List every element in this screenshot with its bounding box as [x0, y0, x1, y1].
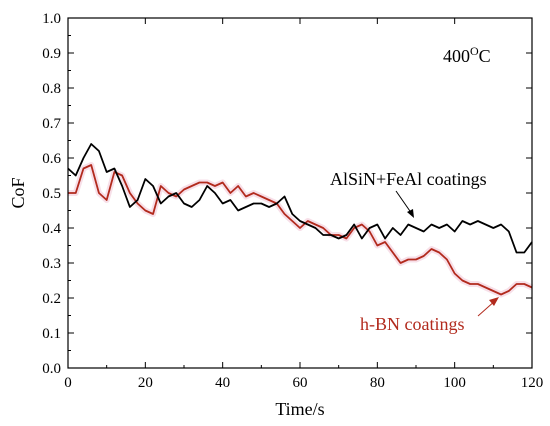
y-tick-label: 1.0	[42, 11, 61, 27]
series-line-hbn	[68, 164, 533, 296]
x-tick-label: 80	[370, 375, 385, 391]
temperature-unit: C	[479, 46, 491, 66]
y-tick-label: 0.0	[42, 361, 61, 377]
x-tick-label: 0	[64, 375, 72, 391]
plot-frame	[67, 17, 533, 369]
x-tick-label: 40	[215, 375, 230, 391]
legend-arrow-alsin-feal	[395, 190, 413, 215]
x-axis-label: Time/s	[275, 399, 324, 419]
series-line-alsin-feal	[67, 143, 533, 254]
x-tick-label: 120	[521, 375, 544, 391]
y-tick-label: 0.3	[42, 256, 61, 272]
x-tick-label: 20	[138, 375, 153, 391]
y-tick-label: 0.8	[42, 81, 61, 97]
legend-label-alsin-feal: AlSiN+FeAl coatings	[330, 169, 487, 189]
legend-arrowhead-alsin-feal	[407, 209, 414, 218]
legend-label-hbn: h-BN coatings	[360, 314, 464, 334]
y-tick-label: 0.7	[42, 116, 61, 132]
series-layer	[67, 143, 534, 298]
y-axis-label: CoF	[8, 177, 28, 208]
y-tick-label: 0.9	[42, 46, 61, 62]
y-tick-label: 0.1	[42, 326, 61, 342]
x-tick-label: 60	[293, 375, 308, 391]
y-tick-label: 0.2	[42, 291, 61, 307]
temperature-annotation: 400OC	[443, 44, 491, 66]
y-tick-label: 0.4	[42, 221, 61, 237]
degree-symbol: O	[470, 44, 479, 58]
temperature-value: 400	[443, 46, 470, 66]
x-tick-label: 100	[443, 375, 466, 391]
legend-arrowhead-hbn	[489, 297, 499, 306]
y-tick-label: 0.5	[42, 186, 61, 202]
y-tick-label: 0.6	[42, 151, 61, 167]
tick-labels: 0.0 0.1 0.2 0.3 0.4 0.5 0.6 0.7 0.8 0.9 1.0 0 20 40 60…	[42, 11, 543, 391]
